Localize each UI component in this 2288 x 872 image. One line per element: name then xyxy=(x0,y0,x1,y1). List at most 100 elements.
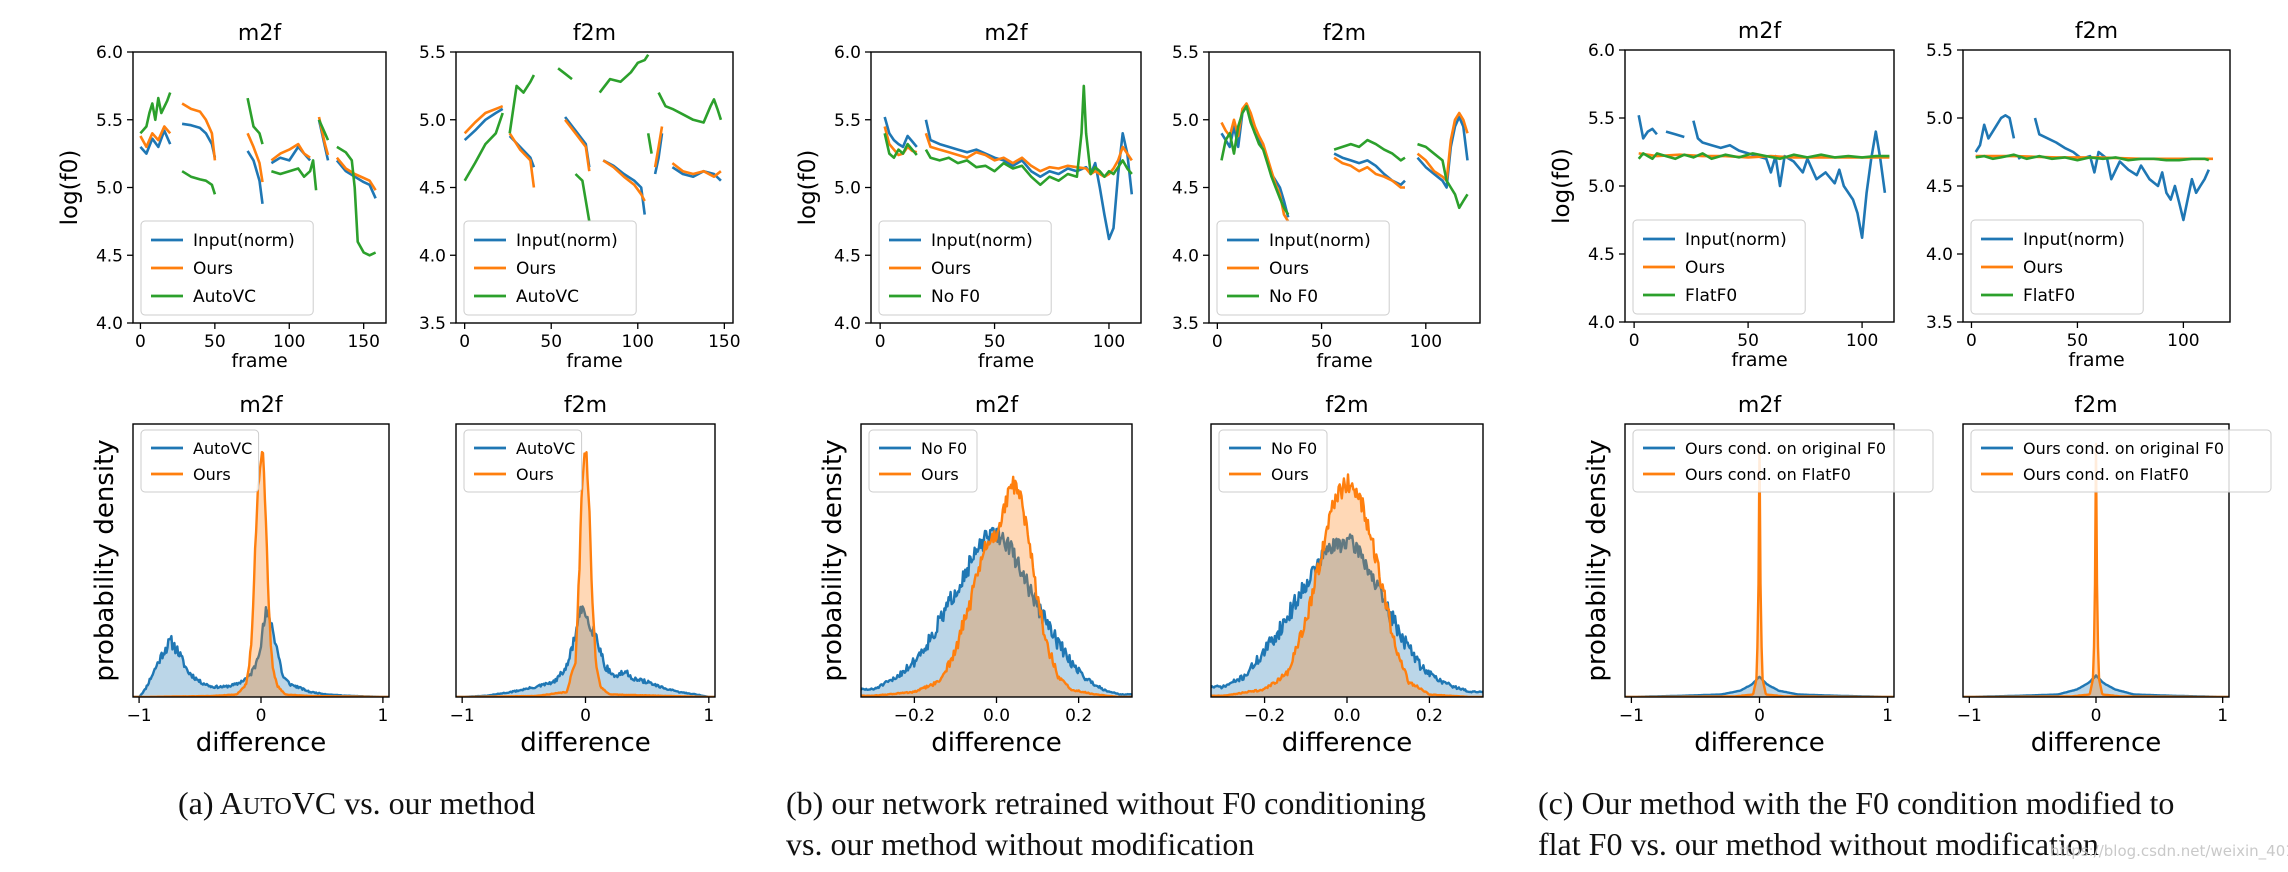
y-axis-label: log(f0) xyxy=(1549,148,1575,224)
y-tick-label-3: 5.0 xyxy=(1926,109,1953,129)
series-1-fill xyxy=(133,452,389,697)
y-axis-label: log(f0) xyxy=(795,150,821,226)
chart-title: f2m xyxy=(573,21,616,46)
series-2-segment-5 xyxy=(646,133,653,154)
series-1-segment-3 xyxy=(602,159,646,202)
chart-b-top-m2f: m2f 0 50 100 4.0 4.5 5.0 5.5 6.0 frame log(f0) Inpu… xyxy=(795,21,1142,372)
chart-a-bot-f2m: f2m −1 0 1 difference AutoVC Ours xyxy=(450,393,716,758)
legend-label-2: No F0 xyxy=(931,287,980,307)
series-2-segment-0 xyxy=(1637,152,1890,161)
legend-box xyxy=(868,429,978,493)
plot-area xyxy=(883,84,1134,241)
x-axis-label: difference xyxy=(1282,728,1413,758)
series-2-segment-3 xyxy=(574,173,591,222)
caption-c-line2: flat F0 vs. our method without modificat… xyxy=(1538,826,2099,862)
series-1-fill xyxy=(861,476,1132,697)
series-0-segment-0 xyxy=(1974,114,2016,153)
series-1-segment-2 xyxy=(246,132,264,183)
x-axis-label: frame xyxy=(1316,350,1372,372)
y-axis-label: probability density xyxy=(1582,439,1612,681)
x-tick-label-0: 0 xyxy=(135,332,146,352)
legend: Input(norm) Ours No F0 xyxy=(1216,220,1390,316)
series-2-segment-3 xyxy=(271,159,318,191)
chart-a-top-m2f: m2f 0 50 100 150 4.0 4.5 5.0 5.5 6.0 frame log(f0) I… xyxy=(57,21,387,372)
series-2-segment-0 xyxy=(1220,104,1290,216)
y-tick-label-4: 6.0 xyxy=(1588,41,1615,61)
legend-label-2: No F0 xyxy=(1269,287,1318,307)
legend: Input(norm) Ours AutoVC xyxy=(140,220,314,316)
y-tick-label-0: 3.5 xyxy=(1172,314,1199,334)
y-tick-label-2: 4.5 xyxy=(1926,177,1953,197)
series-0-segment-2 xyxy=(246,150,264,204)
legend-label-1: Ours xyxy=(516,465,554,484)
series-2-segment-0 xyxy=(463,112,504,182)
y-tick-label-1: 4.0 xyxy=(1172,246,1199,266)
legend-box xyxy=(140,429,260,493)
legend: AutoVC Ours xyxy=(463,429,583,493)
legend-box xyxy=(1632,429,1934,493)
y-tick-label-2: 5.0 xyxy=(1588,177,1615,197)
chart-a-top-f2m: f2m 0 50 100 150 3.5 4.0 4.5 5.0 5.5 frame Input(no… xyxy=(419,21,741,372)
legend-label-0: Input(norm) xyxy=(2023,230,2125,250)
plot-area xyxy=(1211,473,1483,697)
series-2-segment-1 xyxy=(1333,138,1406,162)
x-tick-label-2: 1 xyxy=(377,706,388,726)
legend-label-1: Ours xyxy=(1685,258,1725,278)
y-tick-label-1: 4.5 xyxy=(96,246,123,266)
series-0-segment-3 xyxy=(602,159,646,215)
caption-a-sc-first: A xyxy=(219,785,243,821)
chart-title: m2f xyxy=(238,21,282,46)
y-axis-label: probability density xyxy=(818,439,848,681)
series-2-segment-4 xyxy=(317,119,330,141)
x-axis-label: frame xyxy=(978,350,1034,372)
series-2-segment-0 xyxy=(883,133,918,159)
legend-box xyxy=(1218,429,1328,493)
series-0-fill xyxy=(456,606,715,697)
series-0-segment-2 xyxy=(1692,120,1887,239)
x-tick-label-1: 50 xyxy=(1311,332,1333,352)
legend-box xyxy=(463,429,583,493)
legend-label-0: AutoVC xyxy=(516,439,575,458)
legend-box xyxy=(1632,219,1806,315)
caption-c: (c) Our method with the F0 condition mod… xyxy=(1538,783,2174,865)
legend-box xyxy=(140,220,314,316)
legend: No F0 Ours xyxy=(868,429,978,493)
chart-c-top-m2f: m2f 0 50 100 4.0 4.5 5.0 5.5 6.0 frame log(f0) Inpu… xyxy=(1549,19,1895,371)
y-tick-label-1: 4.5 xyxy=(834,246,861,266)
y-axis-label: log(f0) xyxy=(57,150,83,226)
series-2-segment-1 xyxy=(508,74,536,134)
y-tick-label-3: 5.0 xyxy=(419,111,446,131)
series-0-segment-0 xyxy=(463,107,504,142)
legend-box xyxy=(463,220,637,316)
series-0-segment-5 xyxy=(335,159,377,199)
chart-title: f2m xyxy=(2075,19,2118,44)
legend-label-1: Ours xyxy=(193,465,231,484)
y-axis-label: probability density xyxy=(90,439,120,681)
y-tick-label-4: 6.0 xyxy=(834,43,861,63)
series-1-segment-0 xyxy=(1220,102,1290,223)
y-tick-label-3: 5.0 xyxy=(1172,111,1199,131)
x-tick-label-1: 0 xyxy=(2091,706,2102,726)
x-tick-label-1: 0 xyxy=(580,706,591,726)
legend-label-2: FlatF0 xyxy=(2023,286,2075,306)
legend-label-0: Input(norm) xyxy=(931,231,1033,251)
legend-label-2: FlatF0 xyxy=(1685,286,1737,306)
x-tick-label-1: 0.0 xyxy=(1333,706,1360,726)
chart-c-bot-m2f: m2f −1 0 1 difference probability density Ours… xyxy=(1582,393,1934,758)
series-0-fill xyxy=(1625,676,1894,697)
series-1-line xyxy=(861,475,1132,697)
y-tick-label-4: 6.0 xyxy=(96,43,123,63)
x-tick-label-0: −1 xyxy=(127,706,152,726)
series-2-segment-2 xyxy=(1417,142,1469,210)
x-tick-label-2: 0.2 xyxy=(1065,706,1092,726)
y-tick-label-1: 4.0 xyxy=(419,246,446,266)
x-axis-label: frame xyxy=(231,350,287,372)
series-0-fill xyxy=(1963,675,2229,697)
y-tick-label-4: 5.5 xyxy=(419,43,446,63)
series-1-fill xyxy=(456,452,715,697)
x-tick-label-0: −0.2 xyxy=(894,706,935,726)
legend-label-0: Input(norm) xyxy=(1269,231,1371,251)
chart-title: m2f xyxy=(1738,19,1782,44)
legend-label-1: Ours xyxy=(921,465,959,484)
